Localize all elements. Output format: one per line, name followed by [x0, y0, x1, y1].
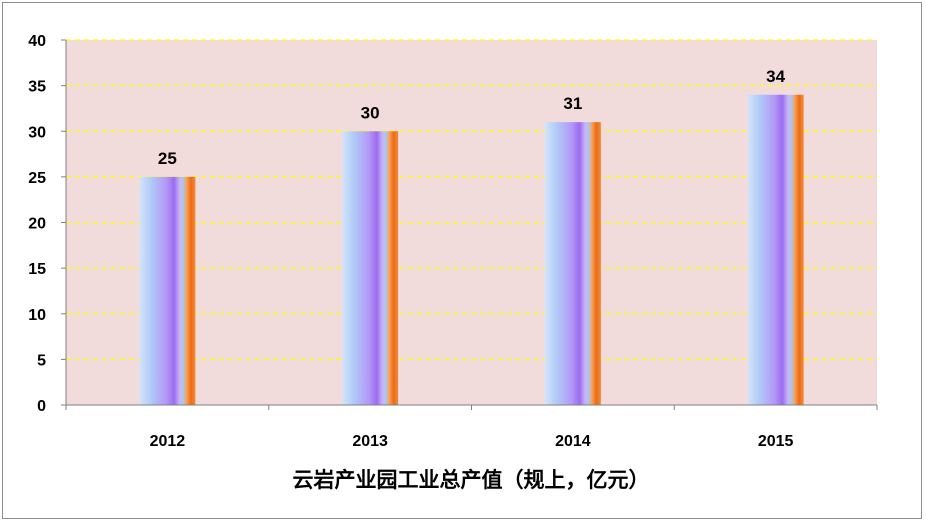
- y-tick-label: 25: [28, 170, 46, 187]
- y-tick-label: 40: [28, 33, 46, 50]
- bar-2015: [748, 95, 804, 405]
- data-label: 34: [766, 67, 785, 86]
- y-tick-label: 5: [37, 352, 46, 369]
- x-tick-label: 2012: [150, 433, 186, 450]
- y-tick-label: 0: [37, 398, 46, 415]
- data-label: 31: [563, 94, 582, 113]
- bar-2012: [139, 177, 195, 405]
- x-tick-label: 2015: [758, 433, 794, 450]
- data-label: 25: [158, 149, 177, 168]
- y-tick-label: 30: [28, 124, 46, 141]
- y-tick-label: 35: [28, 79, 46, 96]
- x-tick-label: 2014: [555, 433, 591, 450]
- y-tick-label: 20: [28, 216, 46, 233]
- bar-2013: [342, 131, 398, 405]
- data-label: 30: [361, 103, 380, 122]
- x-axis-title: 云岩产业园工业总产值（规上，亿元）: [293, 467, 650, 492]
- x-tick-label: 2013: [352, 433, 388, 450]
- y-tick-label: 10: [28, 307, 46, 324]
- y-tick-label: 15: [28, 261, 46, 278]
- bar-2014: [545, 122, 601, 405]
